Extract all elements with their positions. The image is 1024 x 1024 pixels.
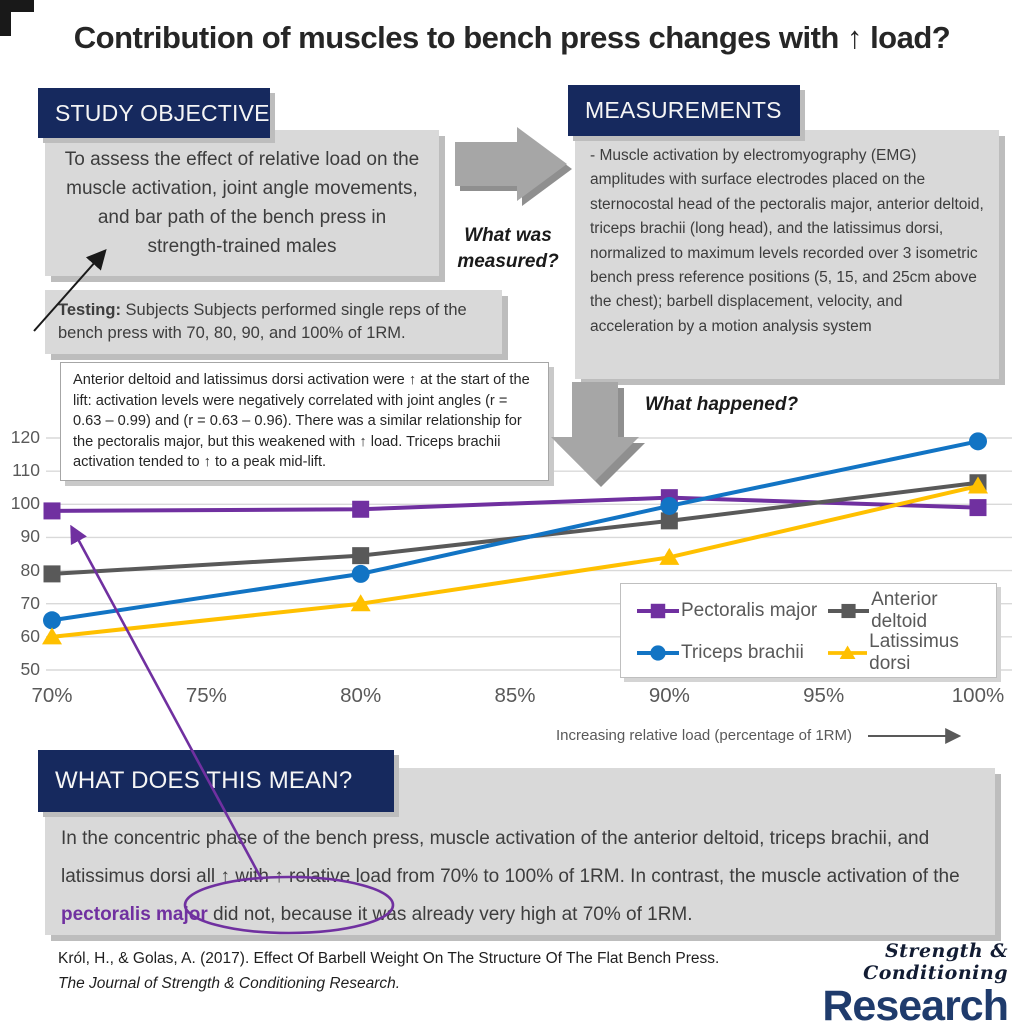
y-tick-110: 110 [12,460,40,481]
citation-line2: The Journal of Strength & Conditioning R… [58,975,401,992]
testing-label: Testing: [58,301,121,319]
data-point-triceps-brachii-90 [660,496,679,515]
data-point-latissimus-dorsi-70 [42,627,62,645]
legend-marker-anterior-deltoid [828,603,870,619]
testing-text: Subjects Subjects performed single reps … [58,301,467,342]
series-line-pectoralis-major [51,495,979,513]
legend-label-triceps-brachii: Triceps brachii [681,642,804,663]
citation-line1: Król, H., & Golas, A. (2017). Effect Of … [58,950,720,967]
y-tick-50: 50 [20,659,40,679]
conclusion-header: WHAT DOES THIS MEAN? [38,750,394,812]
y-tick-80: 80 [20,559,40,580]
legend-label-latissimus-dorsi: Latissimus dorsi [869,631,959,674]
data-point-latissimus-dorsi-100 [968,476,988,494]
legend-marker-triceps-brachii [637,645,679,661]
x-tick-100: 100% [951,684,1005,707]
legend-entry-triceps-brachii: Triceps brachii [637,640,828,666]
y-tick-120: 120 [10,427,40,447]
logo-wordmark: Research [822,982,1009,1024]
data-point-triceps-brachii-100 [969,432,987,451]
what-happened-caption: What happened? [645,394,799,415]
data-point-anterior-deltoid-100 [969,474,987,492]
legend-entry-pectoralis-major: Pectoralis major [637,598,828,624]
testing-panel: Testing: Subjects Subjects performed sin… [45,290,502,354]
y-tick-60: 60 [20,625,40,646]
data-point-pectoralis-major-90 [660,489,678,507]
legend-label-anterior-deltoid: Anterior deltoid [871,589,938,632]
legend-label-pectoralis-major: Pectoralis major [681,600,818,621]
measurements-text: - Muscle activation by electromyography … [590,147,984,335]
findings-annotation-text: Anterior deltoid and latissimus dorsi ac… [73,372,530,471]
strength-conditioning-research-logo: Strength & Conditioning Research [780,940,1009,1024]
flow-arrow-right-shadow [460,132,572,206]
x-tick-90: 90% [648,684,690,707]
page-title: Contribution of muscles to bench press c… [73,20,951,55]
data-point-triceps-brachii-70 [43,611,61,630]
legend-entry-latissimus-dorsi: Latissimus dorsi [828,631,996,674]
y-tick-100: 100 [10,493,40,514]
study-objective-header-label: STUDY OBJECTIVE [55,99,270,126]
data-point-pectoralis-major-100 [969,499,987,517]
study-objective-text: To assess the effect of relative load on… [64,149,420,257]
series-line-anterior-deltoid [51,480,979,576]
conclusion-highlight-pectoralis-major: pectoralis major [61,904,208,925]
y-tick-90: 90 [20,526,40,547]
legend-entry-anterior-deltoid: Anterior deltoid [828,589,996,632]
flow-arrow-down-shadow [557,388,645,487]
data-point-pectoralis-major-70 [43,502,61,520]
logo-script-line: Strength & Conditioning [863,940,1008,984]
chart-legend: Pectoralis major Anterior deltoid Triceps … [620,583,997,678]
corner-bracket-vertical [0,0,11,36]
x-tick-85: 85% [494,684,536,707]
data-point-latissimus-dorsi-90 [659,547,680,565]
legend-marker-pectoralis-major [637,603,679,619]
what-was-measured-caption: What was measured? [457,225,559,272]
x-axis-title: Increasing relative load (percentage of … [556,727,852,744]
y-tick-70: 70 [20,592,40,613]
x-tick-70: 70% [31,684,73,707]
data-point-triceps-brachii-80 [351,564,370,583]
findings-annotation-box: Anterior deltoid and latissimus dorsi ac… [60,362,549,481]
flow-arrow-down-icon [551,382,639,481]
data-point-anterior-deltoid-70 [43,565,61,583]
conclusion-header-label: WHAT DOES THIS MEAN? [55,767,353,794]
data-point-anterior-deltoid-90 [660,512,678,530]
conclusion-text-pre: In the concentric phase of the bench pre… [61,828,960,887]
data-point-pectoralis-major-80 [352,500,370,518]
measurements-panel: - Muscle activation by electromyography … [575,130,999,379]
study-objective-header: STUDY OBJECTIVE [38,88,270,138]
x-tick-95: 95% [803,684,845,707]
x-tick-75: 75% [185,684,227,707]
data-point-anterior-deltoid-80 [352,547,370,565]
measurements-header-label: MEASUREMENTS [585,97,782,123]
legend-marker-latissimus-dorsi [828,645,868,659]
x-tick-80: 80% [340,684,382,707]
study-objective-panel: To assess the effect of relative load on… [45,130,439,276]
flow-arrow-right-icon [455,127,567,201]
measurements-header: MEASUREMENTS [568,85,800,136]
data-point-latissimus-dorsi-80 [350,594,371,612]
citation: Król, H., & Golas, A. (2017). Effect Of … [58,946,719,996]
conclusion-text-post: did not, because it was already very hig… [207,904,693,925]
